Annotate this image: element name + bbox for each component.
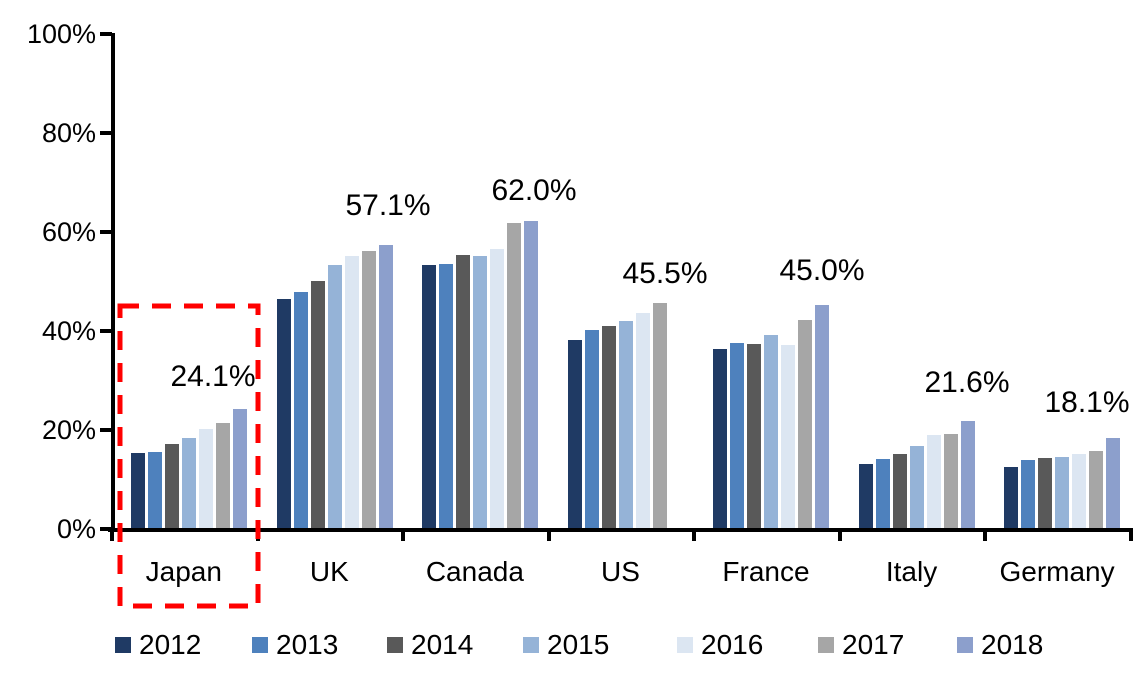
legend-label-2014: 2014 <box>411 629 474 660</box>
legend-swatch-2014 <box>387 637 403 653</box>
legend-label-2013: 2013 <box>276 629 339 660</box>
legend-swatch-2015 <box>523 637 539 653</box>
bar-2014-us <box>601 326 616 528</box>
bar-2012-italy <box>858 463 873 528</box>
x-axis-tick <box>255 528 260 541</box>
legend-swatch-2018 <box>957 637 973 653</box>
y-tick-label: 80% <box>41 118 96 148</box>
bar-2014-canada <box>456 255 471 528</box>
bar-2017-us <box>652 302 667 528</box>
data-label-canada: 62.0% <box>491 174 577 207</box>
bar-2013-italy <box>875 459 890 528</box>
bar-2017-japan <box>216 422 230 528</box>
y-axis-tick <box>100 527 112 531</box>
bar-2017-uk <box>361 251 376 528</box>
bar-2013-france <box>730 343 745 528</box>
x-axis-tick <box>546 528 551 541</box>
bar-2013-japan <box>148 452 162 528</box>
x-axis-tick <box>983 528 988 541</box>
bar-2015-us <box>618 321 633 528</box>
data-label-us: 45.5% <box>622 257 708 290</box>
y-tick-label: 100% <box>26 19 96 49</box>
x-axis-tick <box>401 528 406 541</box>
data-label-france: 45.0% <box>779 254 865 287</box>
bar-2015-france <box>764 335 779 528</box>
bar-2016-canada <box>490 249 505 528</box>
bar-2013-uk <box>293 292 308 528</box>
bar-2012-japan <box>131 453 145 528</box>
y-axis-tick <box>100 329 112 333</box>
bar-2015-germany <box>1055 456 1070 528</box>
x-label-italy: Italy <box>885 556 938 587</box>
data-label-germany: 18.1% <box>1044 386 1130 419</box>
bar-2015-japan <box>182 437 196 528</box>
y-axis-tick <box>100 32 112 36</box>
y-axis-tick <box>100 131 112 135</box>
x-axis-tick <box>837 528 842 541</box>
y-axis-line <box>111 33 115 532</box>
bar-2018-japan <box>233 408 247 528</box>
bar-2013-us <box>584 330 599 528</box>
bar-2016-uk <box>344 256 359 528</box>
bar-2018-france <box>815 305 830 528</box>
bar-2014-germany <box>1038 458 1053 528</box>
bar-2016-germany <box>1072 453 1087 528</box>
legend-label-2016: 2016 <box>701 629 764 660</box>
bar-2014-italy <box>892 453 907 528</box>
bar-2014-france <box>747 343 762 528</box>
y-tick-label: 20% <box>41 415 96 445</box>
x-label-germany: Germany <box>999 556 1115 587</box>
x-label-us: US <box>600 556 640 587</box>
y-tick-label: 60% <box>41 217 96 247</box>
y-axis-tick <box>100 230 112 234</box>
legend-label-2017: 2017 <box>842 629 905 660</box>
bar-2012-france <box>713 348 728 528</box>
bar-2018-germany <box>1106 438 1121 528</box>
bar-2016-us <box>635 313 650 528</box>
bar-2013-canada <box>439 263 454 528</box>
legend-label-2012: 2012 <box>139 629 202 660</box>
bar-2015-italy <box>909 445 924 528</box>
bar-2015-uk <box>327 265 342 528</box>
legend-swatch-2017 <box>818 637 834 653</box>
legend-swatch-2012 <box>115 637 131 653</box>
bar-2018-uk <box>378 245 393 528</box>
data-label-uk: 57.1% <box>345 189 431 222</box>
x-label-japan: Japan <box>145 556 222 587</box>
x-axis-tick <box>110 528 114 541</box>
bar-2014-japan <box>165 444 179 528</box>
bar-2016-japan <box>199 429 213 528</box>
legend-label-2018: 2018 <box>981 629 1044 660</box>
x-label-uk: UK <box>309 556 349 587</box>
bar-2012-uk <box>276 298 291 528</box>
bar-2016-italy <box>926 435 941 528</box>
bar-2017-italy <box>943 434 958 528</box>
data-label-japan: 24.1% <box>170 360 256 393</box>
legend-swatch-2013 <box>252 637 268 653</box>
bar-2012-canada <box>422 265 437 528</box>
bar-2017-france <box>798 320 813 528</box>
x-label-france: France <box>722 556 810 587</box>
bar-2016-france <box>781 344 796 528</box>
data-label-italy: 21.6% <box>924 366 1010 399</box>
bar-2012-us <box>567 339 582 528</box>
bar-2014-uk <box>310 280 325 528</box>
x-label-canada: Canada <box>425 556 524 587</box>
y-axis-tick <box>100 428 112 432</box>
x-axis-tick <box>1128 528 1133 541</box>
x-axis-line <box>108 528 1131 532</box>
bar-2017-germany <box>1089 450 1104 528</box>
bar-2018-canada <box>524 221 539 528</box>
legend-label-2015: 2015 <box>547 629 610 660</box>
bar-2015-canada <box>473 256 488 528</box>
y-tick-label: 40% <box>41 316 96 346</box>
bar-2017-canada <box>507 222 522 528</box>
bar-2013-germany <box>1021 459 1036 528</box>
bar-2018-italy <box>960 421 975 528</box>
legend-swatch-2016 <box>677 637 693 653</box>
y-tick-label: 0% <box>56 514 96 544</box>
x-axis-tick <box>692 528 697 541</box>
bar-2012-germany <box>1004 467 1019 528</box>
